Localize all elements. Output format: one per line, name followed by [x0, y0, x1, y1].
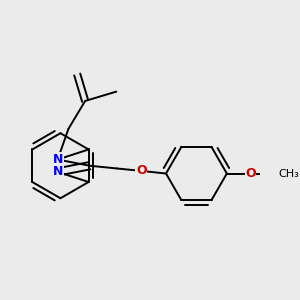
Text: CH₃: CH₃: [278, 169, 299, 178]
Text: N: N: [52, 165, 63, 178]
Text: O: O: [136, 164, 147, 177]
Text: N: N: [52, 153, 63, 166]
Text: O: O: [245, 167, 256, 180]
